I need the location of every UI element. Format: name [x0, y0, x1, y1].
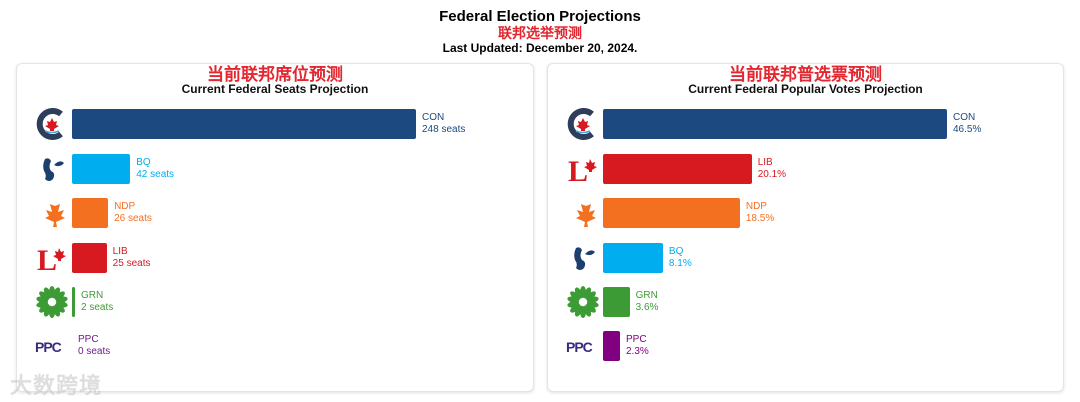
category-label: PPC: [626, 334, 647, 345]
category-label: BQ: [136, 157, 151, 168]
bar-row-grn: GRN 2 seats: [17, 286, 533, 318]
con-logo-icon: [566, 108, 600, 140]
category-label: CON: [953, 112, 976, 123]
bar-label: PPC 0 seats: [78, 334, 110, 358]
bar-label: CON 248 seats: [422, 112, 465, 136]
bar-row-lib: L LIB 20.1%: [548, 153, 1063, 188]
bar-lib: [72, 243, 107, 273]
ppc-logo-icon: PPC: [566, 330, 600, 362]
bar-bq: [603, 243, 663, 273]
bq-logo-icon: [35, 153, 69, 185]
bar-row-lib: L LIB 25 seats: [17, 242, 533, 277]
grn-logo-icon: [566, 286, 600, 318]
bar-label: NDP 26 seats: [114, 201, 152, 225]
bar-label: NDP 18.5%: [746, 201, 774, 225]
grn-logo-icon: [35, 286, 69, 318]
bar-ndp: [603, 198, 740, 228]
page-subtitle-zh: 联邦选举预测: [498, 25, 582, 41]
value-label: 46.5%: [953, 124, 982, 135]
votes-chart-card: 当前联邦普选票预测 Current Federal Popular Votes …: [547, 63, 1064, 392]
bar-row-con: CON 46.5%: [548, 108, 1063, 140]
watermark: 大数跨境: [10, 373, 103, 398]
bq-logo-icon: [566, 242, 600, 274]
value-label: 26 seats: [114, 213, 152, 224]
bar-label: GRN 2 seats: [81, 290, 113, 314]
bar-row-bq: BQ 8.1%: [548, 242, 1063, 274]
bar-label: BQ 8.1%: [669, 246, 692, 270]
bar-row-ppc: PPC PPC 2.3%: [548, 330, 1063, 362]
value-label: 2 seats: [81, 302, 114, 313]
value-label: 248 seats: [422, 124, 466, 135]
category-label: LIB: [757, 157, 773, 168]
bar-row-ndp: NDP 26 seats: [17, 197, 533, 229]
category-label: BQ: [668, 246, 684, 257]
bar-row-ndp: NDP 18.5%: [548, 197, 1063, 229]
value-label: 3.6%: [635, 302, 659, 313]
chart-title: Current Federal Seats Projection: [181, 82, 369, 96]
value-label: 42 seats: [136, 169, 175, 180]
chart-title-zh: 当前联邦普选票预测: [729, 65, 882, 84]
lib-logo-icon: L: [35, 242, 69, 277]
bar-grn: [603, 287, 630, 317]
chart-title: Current Federal Popular Votes Projection: [688, 82, 923, 96]
page-title: Federal Election Projections: [439, 8, 641, 25]
con-logo-icon: [35, 108, 69, 140]
bar-row-grn: GRN 3.6%: [548, 286, 1063, 318]
value-label: 20.1%: [757, 169, 787, 180]
bar-con: [72, 109, 416, 139]
bar-con: [603, 109, 947, 139]
value-label: 8.1%: [668, 258, 692, 269]
last-updated: Last Updated: December 20, 2024.: [442, 41, 638, 55]
category-label: NDP: [745, 201, 767, 212]
category-label: GRN: [635, 290, 658, 301]
bar-ndp: [72, 198, 109, 228]
svg-text:PPC: PPC: [35, 339, 62, 355]
page-header: Federal Election Projections 联邦选举预测 Last…: [0, 8, 1080, 55]
ppc-logo-icon: PPC: [35, 330, 69, 362]
value-label: 25 seats: [112, 258, 151, 269]
bar-ppc: [603, 331, 620, 361]
bar-label: LIB 20.1%: [758, 157, 786, 181]
svg-text:L: L: [568, 155, 588, 185]
bar-label: CON 46.5%: [953, 112, 981, 136]
bar-lib: [603, 154, 752, 184]
bar-row-con: CON 248 seats: [17, 108, 533, 140]
svg-text:L: L: [37, 244, 57, 274]
bar-label: LIB 25 seats: [113, 246, 151, 270]
bar-label: PPC 2.3%: [626, 334, 649, 358]
bar-label: GRN 3.6%: [636, 290, 659, 314]
category-label: PPC: [78, 334, 99, 345]
category-label: LIB: [112, 246, 128, 257]
ndp-logo-icon: [566, 197, 600, 229]
chart-title-zh: 当前联邦席位预测: [207, 65, 343, 84]
value-label: 2.3%: [626, 346, 649, 357]
svg-text:PPC: PPC: [566, 339, 593, 355]
category-label: CON: [422, 112, 445, 123]
category-label: GRN: [81, 290, 104, 301]
lib-logo-icon: L: [566, 153, 600, 188]
bar-bq: [72, 154, 131, 184]
category-label: NDP: [114, 201, 136, 212]
bar-row-ppc: PPC PPC 0 seats: [17, 330, 533, 362]
bar-row-bq: BQ 42 seats: [17, 153, 533, 185]
ndp-logo-icon: [35, 197, 69, 229]
value-label: 18.5%: [745, 213, 775, 224]
seats-chart-card: 当前联邦席位预测 Current Federal Seats Projectio…: [16, 63, 534, 392]
bar-grn: [72, 287, 75, 317]
bar-label: BQ 42 seats: [136, 157, 174, 181]
value-label: 0 seats: [78, 346, 111, 357]
